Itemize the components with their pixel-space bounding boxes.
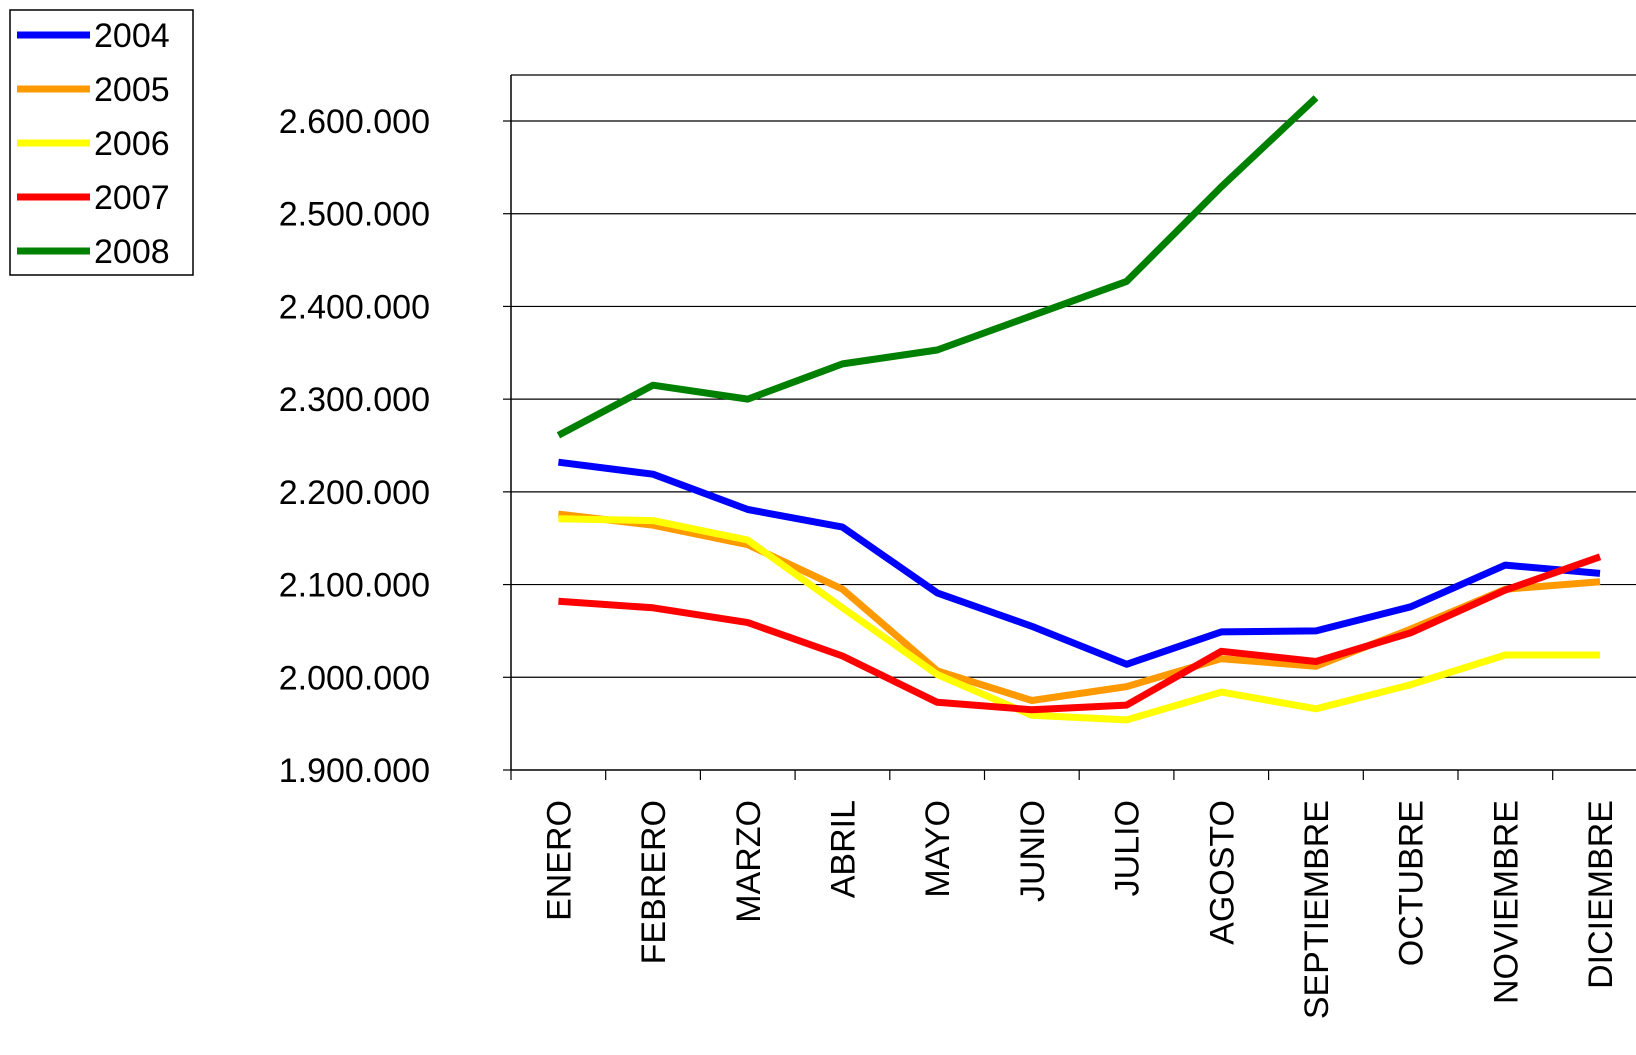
x-tick-label: FEBRERO [635, 800, 673, 964]
series-line-2006 [558, 515, 1600, 724]
legend: 2004 2005 2006 2007 2008 [9, 9, 194, 276]
y-tick-label: 2.300.000 [279, 381, 430, 419]
y-tick-label: 2.500.000 [279, 196, 430, 234]
x-axis-tick-labels: ENERO FEBRERO MARZO ABRIL MAYO JUNIO JULIO AGOS… [540, 800, 1620, 1019]
y-tick-label: 2.400.000 [279, 288, 430, 326]
series-line-2007 [558, 553, 1602, 714]
axes [503, 74, 1636, 780]
legend-label-2006: 2006 [94, 125, 170, 163]
y-tick-label: 2.200.000 [279, 474, 430, 512]
x-tick-label: JUNIO [1014, 800, 1052, 902]
legend-label-2005: 2005 [94, 71, 170, 109]
series-lines [556, 95, 1602, 724]
series-line-2004 [557, 458, 1601, 668]
x-tick-label: ABRIL [824, 800, 862, 898]
x-tick-label: NOVIEMBRE [1487, 800, 1525, 1004]
x-tick-label: AGOSTO [1203, 800, 1241, 945]
legend-label-2007: 2007 [94, 179, 170, 217]
x-tick-label: SEPTIEMBRE [1298, 800, 1336, 1019]
legend-label-2008: 2008 [94, 233, 170, 271]
x-tick-label: OCTUBRE [1393, 800, 1431, 966]
y-axis-tick-labels: 1.900.000 2.000.000 2.100.000 2.200.000 2.30… [279, 103, 430, 790]
x-tick-label: DICIEMBRE [1582, 800, 1620, 989]
series-line-2008 [556, 95, 1319, 439]
x-tick-label: MARZO [730, 800, 768, 923]
x-tick-label: ENERO [540, 800, 578, 921]
x-tick-label: JULIO [1109, 800, 1147, 896]
plot-area [511, 75, 1636, 770]
y-tick-label: 2.600.000 [279, 103, 430, 141]
y-tick-label: 1.900.000 [279, 752, 430, 790]
y-tick-label: 2.000.000 [279, 659, 430, 697]
legend-label-2004: 2004 [94, 17, 170, 55]
x-tick-label: MAYO [919, 800, 957, 898]
y-tick-label: 2.100.000 [279, 567, 430, 605]
